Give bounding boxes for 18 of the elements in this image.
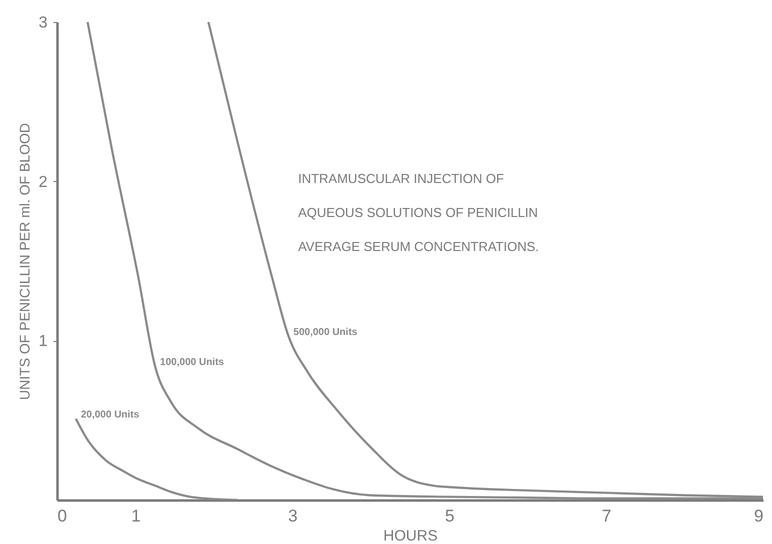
y-tick-label: 2 xyxy=(38,174,48,191)
x-axis-title: HOURS xyxy=(383,528,438,544)
x-tick-label: 0 xyxy=(58,506,67,526)
y-axis-title: UNITS OF PENICILLIN PER ml. OF BLOOD xyxy=(16,123,33,400)
line-series xyxy=(74,418,239,500)
y-tick-label: 1 xyxy=(38,333,48,350)
x-tick-label: 7 xyxy=(602,506,612,526)
text: INTRAMUSCULAR INJECTION OF xyxy=(298,171,504,186)
y-tick-label: 3 xyxy=(38,14,48,32)
series-label: 100,000 Units xyxy=(160,357,224,368)
x-tick-label: 9 xyxy=(754,506,764,526)
text: AVERAGE SERUM CONCENTRATIONS. xyxy=(298,239,539,254)
series-label: 500,000 Units xyxy=(293,326,358,338)
x-tick-label: 3 xyxy=(288,506,298,526)
text: AQUEOUS SOLUTIONS OF PENICILLIN xyxy=(298,205,538,220)
series-label: 20,000 Units xyxy=(80,410,140,421)
x-tick-label: 1 xyxy=(131,506,141,526)
x-tick-label: 5 xyxy=(444,506,454,526)
